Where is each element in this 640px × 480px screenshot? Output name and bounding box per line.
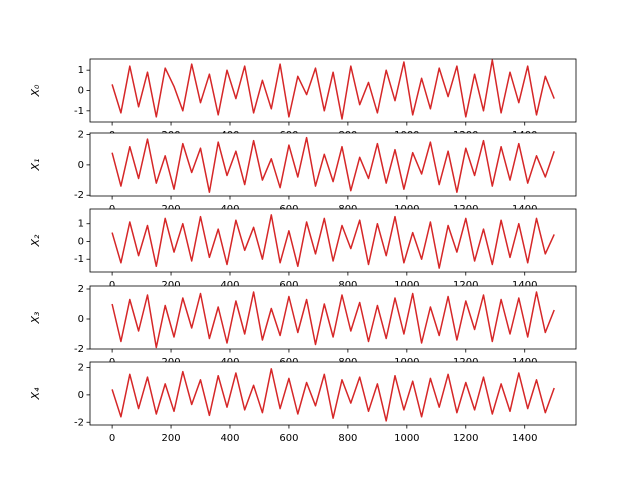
y-tick-label: 0	[78, 314, 84, 325]
y-tick-label: -1	[74, 106, 84, 117]
series-line	[111, 368, 555, 422]
x-tick-label: 1200	[453, 280, 478, 291]
x-tick-label: 1400	[512, 280, 537, 291]
subplot: -2 0 2 0 200 400 600 800 1000 1200 1400 X₄	[29, 361, 577, 444]
subplot: -1 0 1 0 200 400 600 800 1000 1200 1400 X₂	[29, 208, 577, 291]
subplot: -2020200400600800100012001400X₃	[29, 284, 577, 368]
x-tick-label: 200	[162, 280, 181, 291]
subplot: -1010200400600800100012001400X₀	[29, 58, 577, 141]
plot-area	[111, 59, 555, 120]
axes-frame	[89, 361, 577, 426]
x-tick-label: 1400	[512, 433, 537, 444]
series-line	[111, 214, 555, 269]
plot-area	[111, 214, 555, 269]
x-tick-label: 400	[220, 433, 239, 444]
y-tick-label: 1	[78, 219, 84, 230]
subplot: -2020200400600800100012001400X₁	[29, 130, 577, 215]
series-line	[111, 291, 555, 349]
x-tick-label: 200	[162, 433, 181, 444]
axes-background	[90, 133, 576, 196]
y-axis-label: X₀	[29, 84, 42, 98]
axes-frame	[89, 285, 577, 350]
y-tick-label: 2	[78, 284, 84, 295]
x-tick-label: 0	[109, 280, 115, 291]
axes-background	[90, 59, 576, 122]
series-line	[111, 136, 555, 193]
x-tick-label: 1200	[453, 433, 478, 444]
axes-background	[90, 209, 576, 272]
x-tick-label: 1000	[394, 433, 419, 444]
y-axis-label: X₂	[29, 234, 42, 248]
plot-area	[111, 368, 555, 422]
axes-frame	[89, 208, 577, 273]
y-axis-label: X₄	[29, 387, 42, 401]
y-tick-label: 0	[78, 160, 84, 171]
plot-area	[111, 291, 555, 349]
y-tick-label: 1	[78, 65, 84, 76]
y-tick-label: 0	[78, 390, 84, 401]
y-tick-label: -2	[74, 417, 84, 428]
x-tick-label: 400	[220, 280, 239, 291]
y-tick-label: 2	[78, 362, 84, 373]
axes-background	[90, 286, 576, 349]
x-tick-label: 800	[338, 433, 357, 444]
series-line	[111, 59, 555, 120]
y-tick-label: 2	[78, 130, 84, 141]
y-axis-label: X₁	[29, 159, 42, 172]
x-tick-label: 600	[279, 280, 298, 291]
plot-area	[111, 136, 555, 193]
y-tick-label: -1	[74, 254, 84, 265]
x-tick-label: 1000	[394, 280, 419, 291]
x-tick-label: 0	[109, 433, 115, 444]
x-tick-label: 800	[338, 280, 357, 291]
y-tick-label: 0	[78, 86, 84, 97]
y-tick-label: -2	[74, 344, 84, 355]
y-axis-label: X₃	[29, 311, 42, 325]
x-tick-label: 600	[279, 433, 298, 444]
y-tick-label: 0	[78, 236, 84, 247]
y-tick-label: -2	[74, 190, 84, 201]
